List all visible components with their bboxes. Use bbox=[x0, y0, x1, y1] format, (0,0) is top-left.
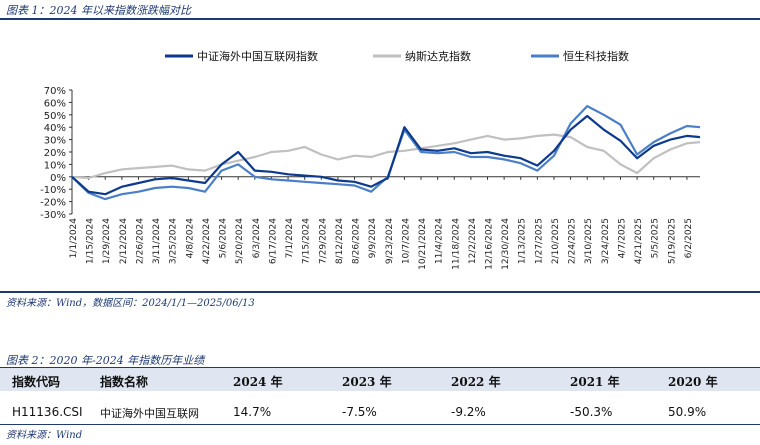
y-axis: -30%-20% -10%0% 10%20%30% 40%50% 60%70% bbox=[40, 86, 73, 221]
col-header-2021: 2021 年 bbox=[570, 375, 620, 389]
col-header-name: 指数名称 bbox=[100, 375, 149, 389]
x-tick-label: 1/15/2024 bbox=[86, 218, 96, 264]
x-tick-label: 10/21/2024 bbox=[418, 218, 428, 270]
x-tick-label: 6/17/2024 bbox=[268, 218, 278, 264]
x-tick-label: 4/7/2025 bbox=[617, 218, 627, 258]
chart-series bbox=[71, 104, 701, 201]
x-tick-label: 8/26/2024 bbox=[352, 218, 362, 264]
x-tick-label: 1/13/2025 bbox=[518, 218, 528, 264]
y-tick-label: 0% bbox=[50, 173, 66, 184]
x-tick-label: 9/23/2024 bbox=[385, 218, 395, 264]
figure2-source: 资料来源：Wind bbox=[6, 430, 83, 441]
cell-2022: -9.2% bbox=[451, 405, 486, 419]
x-tick-label: 2/24/2025 bbox=[568, 218, 578, 264]
x-tick-label: 4/8/2024 bbox=[185, 218, 195, 259]
figure1-bottom-rule bbox=[0, 291, 760, 293]
x-tick-label: 11/18/2024 bbox=[451, 218, 461, 270]
y-tick-label: -20% bbox=[40, 198, 66, 209]
y-tick-label: -30% bbox=[40, 210, 66, 221]
x-tick-label: 3/24/2025 bbox=[601, 218, 611, 264]
series-line-0 bbox=[71, 114, 701, 196]
x-tick-label: 5/6/2024 bbox=[219, 218, 229, 259]
x-tick-label: 6/3/2024 bbox=[252, 218, 262, 259]
col-header-2023: 2023 年 bbox=[342, 375, 392, 389]
series-line-1 bbox=[71, 133, 701, 180]
figure1-top-rule bbox=[0, 18, 760, 20]
cell-2021: -50.3% bbox=[570, 405, 613, 419]
x-tick-label: 5/19/2025 bbox=[667, 218, 677, 264]
x-tick-label: 12/30/2024 bbox=[501, 218, 511, 270]
x-tick-label: 8/12/2024 bbox=[335, 218, 345, 264]
y-tick-label: 40% bbox=[44, 123, 66, 134]
legend-label: 纳斯达克指数 bbox=[405, 49, 471, 63]
y-tick-label: 50% bbox=[44, 111, 66, 122]
x-tick-label: 4/21/2025 bbox=[634, 218, 644, 264]
x-tick-label: 9/9/2024 bbox=[368, 218, 378, 259]
x-tick-label: 3/10/2025 bbox=[584, 218, 594, 264]
cell-2020: 50.9% bbox=[668, 405, 707, 419]
figure1-source: 资料来源：Wind，数据区间：2024/1/1—2025/06/13 bbox=[6, 298, 255, 309]
x-tick-label: 6/2/2025 bbox=[684, 218, 694, 258]
line-chart: 中证海外中国互联网指数 纳斯达克指数 恒生科技指数 -30%-20% -10%0% 10… bbox=[40, 49, 701, 270]
x-tick-label: 1/27/2025 bbox=[534, 218, 544, 264]
col-header-2022: 2022 年 bbox=[451, 375, 501, 389]
col-header-2020: 2020 年 bbox=[668, 375, 718, 389]
cell-2023: -7.5% bbox=[342, 405, 377, 419]
cell-name: 中证海外中国互联网 bbox=[100, 407, 199, 420]
x-tick-label: 7/1/2024 bbox=[285, 218, 295, 259]
x-tick-label: 7/29/2024 bbox=[318, 218, 328, 264]
y-tick-label: 20% bbox=[44, 148, 66, 159]
x-tick-label: 2/10/2025 bbox=[551, 218, 561, 264]
y-tick-label: 10% bbox=[44, 160, 66, 171]
y-tick-label: 70% bbox=[44, 86, 66, 97]
x-tick-label: 3/25/2024 bbox=[169, 218, 179, 264]
x-tick-label: 1/1/2024 bbox=[69, 218, 79, 259]
x-tick-label: 4/22/2024 bbox=[202, 218, 212, 264]
x-tick-label: 7/15/2024 bbox=[302, 218, 312, 264]
x-tick-label: 10/7/2024 bbox=[401, 218, 411, 264]
x-tick-label: 11/4/2024 bbox=[435, 218, 445, 264]
cell-2024: 14.7% bbox=[233, 405, 272, 419]
x-tick-label: 1/29/2024 bbox=[102, 218, 112, 264]
x-axis: 1/1/2024 1/15/2024 1/29/2024 2/12/2024 2/26/… bbox=[69, 176, 700, 270]
x-tick-label: 12/16/2024 bbox=[485, 218, 495, 270]
col-header-2024: 2024 年 bbox=[233, 375, 283, 389]
x-tick-label: 3/11/2024 bbox=[152, 218, 162, 264]
x-tick-label: 2/12/2024 bbox=[119, 218, 129, 264]
table-header bbox=[0, 368, 760, 391]
col-header-code: 指数代码 bbox=[12, 375, 61, 389]
x-tick-label: 12/2/2024 bbox=[468, 218, 478, 264]
figure2-title: 图表 2：2020 年-2024 年指数历年业绩 bbox=[6, 354, 205, 367]
x-tick-label: 5/5/2025 bbox=[651, 218, 661, 258]
cell-code: H11136.CSI bbox=[12, 405, 83, 419]
y-tick-label: 60% bbox=[44, 98, 66, 109]
figure2-bottom-rule bbox=[0, 424, 760, 425]
x-tick-label: 5/20/2024 bbox=[235, 218, 245, 264]
y-tick-label: -10% bbox=[40, 185, 66, 196]
legend-label: 中证海外中国互联网指数 bbox=[197, 49, 318, 63]
chart-legend: 中证海外中国互联网指数 纳斯达克指数 恒生科技指数 bbox=[165, 49, 629, 63]
x-tick-label: 2/26/2024 bbox=[135, 218, 145, 264]
legend-label: 恒生科技指数 bbox=[563, 49, 629, 63]
y-tick-label: 30% bbox=[44, 136, 66, 147]
figure1-title: 图表 1：2024 年以来指数涨跌幅对比 bbox=[6, 4, 191, 17]
